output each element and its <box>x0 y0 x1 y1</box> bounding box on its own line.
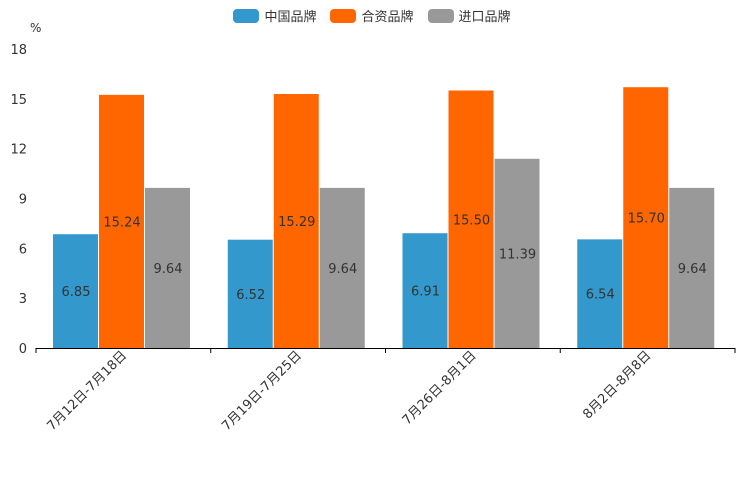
bar-2-1 <box>99 94 144 348</box>
bar-3-2 <box>319 187 365 348</box>
bar-1-4 <box>577 239 623 348</box>
data-label: 6.54 <box>586 288 615 303</box>
legend-swatch-imported <box>427 8 454 23</box>
bar-1-3 <box>402 233 448 348</box>
data-label: 11.39 <box>499 247 536 262</box>
y-tick-label: 12 <box>10 143 27 158</box>
data-label: 9.64 <box>154 262 183 277</box>
y-tick-label: 3 <box>19 292 27 307</box>
legend: 中国品牌 合资品牌 进口品牌 <box>0 6 744 25</box>
y-tick-label: 18 <box>10 43 27 58</box>
legend-item-joint-venture[interactable]: 合资品牌 <box>330 6 414 25</box>
data-label: 15.50 <box>453 213 490 228</box>
legend-label-domestic: 中国品牌 <box>264 10 317 25</box>
legend-label-joint-venture: 合资品牌 <box>361 10 414 25</box>
bar-1-1 <box>53 234 98 348</box>
y-tick-label: 6 <box>19 242 27 257</box>
x-tick-label: 8月2日-8月8日 <box>580 348 654 422</box>
bar-2-2 <box>273 94 319 348</box>
data-label: 15.24 <box>103 215 140 230</box>
bar-1-2 <box>227 239 273 348</box>
data-label: 15.29 <box>278 215 315 230</box>
data-label: 6.85 <box>62 285 91 300</box>
data-label: 15.70 <box>628 212 665 227</box>
bar-3-3 <box>494 158 540 348</box>
y-tick-label: 0 <box>19 342 27 357</box>
bar-3-1 <box>145 187 190 348</box>
data-label: 9.64 <box>678 262 707 277</box>
data-label: 6.91 <box>411 285 440 300</box>
legend-swatch-joint-venture <box>330 8 357 23</box>
bar-2-4 <box>623 87 669 348</box>
legend-swatch-domestic <box>233 8 260 23</box>
x-tick-label: 7月19日-7月25日 <box>219 348 305 434</box>
x-tick-label: 7月26日-8月1日 <box>400 348 480 428</box>
data-label: 9.64 <box>328 262 357 277</box>
x-tick-label: 7月12日-7月18日 <box>44 348 130 434</box>
y-tick-label: 15 <box>10 93 27 108</box>
bar-3-4 <box>669 187 715 348</box>
y-axis-unit: % <box>30 21 42 35</box>
bar-2-3 <box>448 90 494 349</box>
legend-item-imported[interactable]: 进口品牌 <box>427 6 511 25</box>
legend-item-domestic[interactable]: 中国品牌 <box>233 6 316 25</box>
y-tick-label: 9 <box>19 193 27 208</box>
data-label: 6.52 <box>236 288 265 303</box>
legend-label-imported: 进口品牌 <box>458 10 511 25</box>
